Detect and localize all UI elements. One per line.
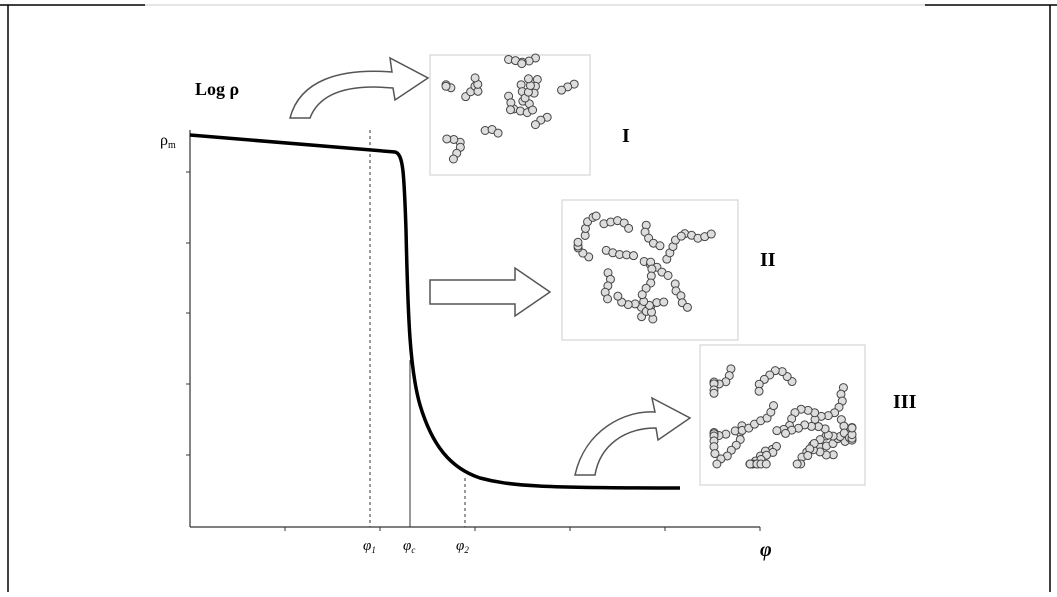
particle bbox=[573, 237, 583, 247]
subscript: c bbox=[411, 545, 415, 555]
particle bbox=[629, 251, 639, 261]
curved-arrow-3 bbox=[574, 396, 692, 476]
particle bbox=[792, 459, 802, 469]
phic-label: φc bbox=[403, 538, 415, 555]
symbol: φ bbox=[456, 538, 464, 554]
x-ticks bbox=[284, 527, 761, 531]
particle bbox=[754, 386, 764, 396]
particle bbox=[663, 270, 673, 280]
particle bbox=[637, 290, 647, 300]
particle bbox=[591, 211, 601, 221]
stage-label: III bbox=[893, 391, 917, 413]
particle bbox=[712, 459, 722, 469]
particle bbox=[772, 426, 782, 436]
particle bbox=[441, 81, 451, 91]
block-arrow-2 bbox=[429, 266, 552, 318]
phi2-label: φ2 bbox=[456, 538, 469, 555]
particle bbox=[659, 297, 669, 307]
particle bbox=[448, 154, 458, 164]
curved-arrow-1 bbox=[289, 56, 430, 119]
particle bbox=[761, 459, 771, 469]
particle bbox=[769, 401, 779, 411]
cluster-image-2 bbox=[561, 199, 739, 341]
particle bbox=[613, 291, 623, 301]
stage-label: II bbox=[760, 249, 776, 271]
y-axis-label: Log ρ bbox=[195, 79, 239, 99]
particle bbox=[517, 59, 527, 69]
symbol: ρ bbox=[160, 132, 168, 149]
symbol: φ bbox=[403, 538, 411, 554]
particle bbox=[493, 128, 503, 138]
particle bbox=[530, 120, 540, 130]
particle bbox=[655, 241, 665, 251]
phi1-label: φ1 bbox=[363, 538, 376, 555]
cluster-image-3 bbox=[699, 344, 866, 486]
particle bbox=[781, 428, 791, 438]
particle bbox=[624, 223, 634, 233]
particle bbox=[557, 85, 567, 95]
y-max-label: ρm bbox=[160, 132, 176, 151]
cluster-image-1 bbox=[429, 53, 591, 176]
particle bbox=[470, 73, 480, 83]
particle bbox=[676, 231, 686, 241]
subscript: 1 bbox=[371, 545, 376, 555]
resistivity-curve bbox=[189, 133, 681, 490]
x-axis-label: φ bbox=[760, 539, 772, 561]
particle bbox=[523, 74, 533, 84]
particle bbox=[709, 388, 719, 398]
particle bbox=[506, 105, 516, 115]
particle bbox=[603, 294, 613, 304]
particle bbox=[682, 302, 692, 312]
particle bbox=[710, 449, 720, 459]
particle bbox=[442, 134, 452, 144]
stage-label: I bbox=[622, 125, 630, 147]
subscript: m bbox=[168, 140, 176, 151]
subscript: 2 bbox=[464, 545, 469, 555]
symbol: φ bbox=[363, 538, 371, 554]
particle bbox=[847, 423, 857, 433]
particle bbox=[706, 229, 716, 239]
particle bbox=[528, 105, 538, 115]
particle bbox=[803, 451, 813, 461]
particle bbox=[641, 283, 651, 293]
y-ticks bbox=[186, 171, 190, 456]
